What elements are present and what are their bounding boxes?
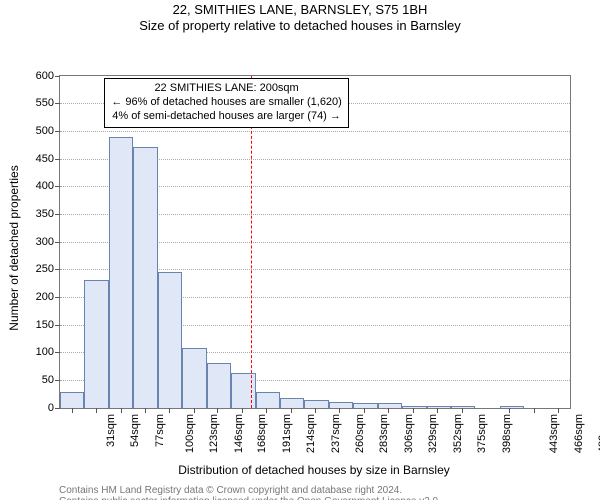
xtick-mark	[413, 408, 414, 413]
xtick-mark	[266, 408, 267, 413]
annotation-line-2: ← 96% of detached houses are smaller (1,…	[111, 96, 342, 110]
chart-titles: 22, SMITHIES LANE, BARNSLEY, S75 1BH Siz…	[0, 0, 600, 35]
ytick-label: 250	[36, 263, 54, 275]
xtick-mark	[96, 408, 97, 413]
ytick-label: 150	[36, 319, 54, 331]
ytick-mark	[55, 380, 60, 381]
x-axis-label: Distribution of detached houses by size …	[178, 463, 449, 477]
histogram-bar	[133, 147, 157, 407]
footer-attribution: Contains HM Land Registry data © Crown c…	[59, 485, 441, 500]
annotation-line-3: 4% of semi-detached houses are larger (7…	[111, 110, 342, 124]
ytick-mark	[55, 269, 60, 270]
xtick-label: 375sqm	[476, 414, 488, 453]
ytick-mark	[55, 297, 60, 298]
histogram-bar	[158, 272, 182, 408]
footer-line-1: Contains HM Land Registry data © Crown c…	[59, 485, 441, 496]
histogram-bar	[84, 280, 108, 407]
xtick-mark	[462, 408, 463, 413]
ytick-label: 350	[36, 208, 54, 220]
ytick-label: 400	[36, 180, 54, 192]
histogram-bar	[353, 403, 377, 408]
title-line-1: 22, SMITHIES LANE, BARNSLEY, S75 1BH	[0, 2, 600, 18]
xtick-mark	[388, 408, 389, 413]
ytick-mark	[55, 352, 60, 353]
ytick-label: 300	[36, 236, 54, 248]
ytick-label: 450	[36, 153, 54, 165]
annotation-box: 22 SMITHIES LANE: 200sqm← 96% of detache…	[104, 78, 349, 127]
xtick-label: 31sqm	[105, 414, 117, 447]
histogram-bar	[60, 392, 84, 407]
histogram-bar	[500, 406, 524, 407]
ytick-label: 100	[36, 346, 54, 358]
xtick-label: 398sqm	[501, 414, 513, 453]
ytick-mark	[55, 325, 60, 326]
histogram-bar	[280, 398, 304, 408]
gridline-h	[60, 131, 570, 132]
annotation-line-1: 22 SMITHIES LANE: 200sqm	[111, 82, 342, 96]
histogram-bar	[402, 406, 426, 408]
ytick-mark	[55, 214, 60, 215]
xtick-mark	[72, 408, 73, 413]
histogram-bar	[329, 402, 353, 408]
xtick-label: 260sqm	[354, 414, 366, 453]
ytick-mark	[55, 242, 60, 243]
histogram-bar	[207, 363, 231, 407]
xtick-mark	[121, 408, 122, 413]
xtick-mark	[145, 408, 146, 413]
footer-line-2: Contains public sector information licen…	[59, 496, 441, 500]
histogram-bar	[378, 403, 402, 407]
y-axis-label: Number of detached properties	[7, 165, 21, 330]
histogram-bar	[427, 406, 451, 407]
xtick-label: 146sqm	[233, 414, 245, 453]
ytick-mark	[55, 103, 60, 104]
xtick-mark	[558, 408, 559, 413]
xtick-mark	[242, 408, 243, 413]
histogram-chart: Number of detached properties 0501001502…	[0, 35, 600, 500]
xtick-label: 54sqm	[129, 414, 141, 447]
xtick-label: 306sqm	[403, 414, 415, 453]
histogram-bar	[256, 392, 280, 407]
ytick-label: 0	[48, 402, 54, 414]
xtick-label: 329sqm	[427, 414, 439, 453]
xtick-mark	[364, 408, 365, 413]
ytick-label: 600	[36, 70, 54, 82]
xtick-mark	[339, 408, 340, 413]
xtick-label: 283sqm	[379, 414, 391, 453]
xtick-mark	[437, 408, 438, 413]
plot-area: 05010015020025030035040045050055060022 S…	[59, 75, 571, 409]
histogram-bar	[109, 137, 133, 407]
histogram-bar	[182, 348, 206, 408]
xtick-mark	[534, 408, 535, 413]
ytick-mark	[55, 186, 60, 187]
title-line-2: Size of property relative to detached ho…	[0, 18, 600, 34]
xtick-mark	[291, 408, 292, 413]
ytick-label: 200	[36, 291, 54, 303]
ytick-mark	[55, 76, 60, 77]
xtick-label: 100sqm	[184, 414, 196, 453]
xtick-label: 237sqm	[330, 414, 342, 453]
ytick-label: 50	[42, 374, 54, 386]
ytick-mark	[55, 408, 60, 409]
xtick-label: 77sqm	[154, 414, 166, 447]
xtick-label: 466sqm	[573, 414, 585, 453]
histogram-bar	[451, 406, 475, 407]
xtick-mark	[509, 408, 510, 413]
xtick-mark	[194, 408, 195, 413]
xtick-mark	[217, 408, 218, 413]
ytick-mark	[55, 159, 60, 160]
ytick-mark	[55, 131, 60, 132]
ytick-label: 550	[36, 97, 54, 109]
xtick-mark	[315, 408, 316, 413]
xtick-label: 352sqm	[452, 414, 464, 453]
xtick-label: 123sqm	[209, 414, 221, 453]
ytick-label: 500	[36, 125, 54, 137]
xtick-mark	[169, 408, 170, 413]
xtick-label: 191sqm	[281, 414, 293, 453]
xtick-label: 168sqm	[256, 414, 268, 453]
histogram-bar	[304, 400, 328, 408]
xtick-label: 443sqm	[549, 414, 561, 453]
xtick-label: 214sqm	[305, 414, 317, 453]
